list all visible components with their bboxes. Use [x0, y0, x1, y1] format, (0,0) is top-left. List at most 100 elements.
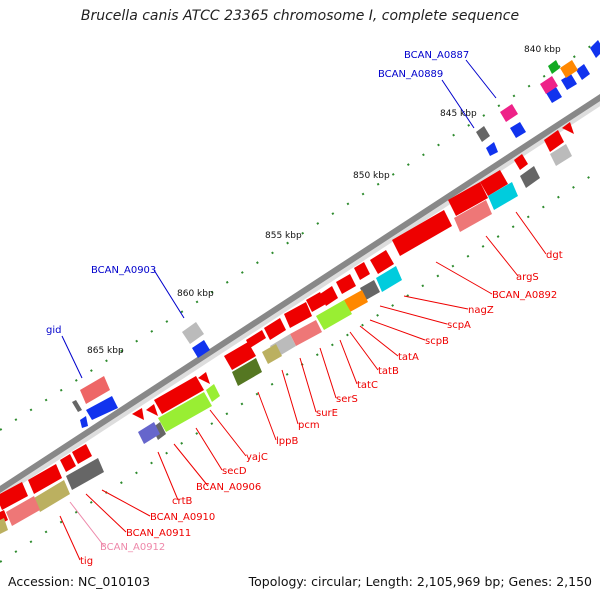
gene-label[interactable]: BCAN_A0892: [492, 290, 557, 301]
gene-label[interactable]: BCAN_A0906: [196, 482, 261, 493]
gene-block[interactable]: [480, 170, 508, 196]
gene-label[interactable]: BCAN_A0889: [378, 69, 443, 80]
gene-arrow[interactable]: [576, 64, 590, 80]
leader-line: [101, 489, 151, 517]
leader-line: [485, 235, 519, 277]
gene-arrow[interactable]: [146, 404, 158, 416]
gene-block[interactable]: [72, 400, 82, 412]
gene-block[interactable]: [476, 126, 490, 142]
gene-arrow[interactable]: [510, 122, 526, 138]
gene-block[interactable]: [336, 274, 356, 294]
backbone-shadow: [0, 96, 600, 499]
gene-label[interactable]: lppB: [276, 436, 298, 447]
gene-arrow[interactable]: [132, 408, 144, 420]
gene-block[interactable]: [0, 482, 28, 510]
leader-line: [59, 515, 81, 561]
gene-block[interactable]: [72, 444, 92, 464]
gene-block[interactable]: [344, 290, 368, 312]
gene-label[interactable]: dgt: [546, 250, 563, 261]
gene-label[interactable]: yajC: [246, 452, 268, 463]
leader-line: [157, 451, 179, 501]
gene-block[interactable]: [60, 454, 76, 472]
gene-block[interactable]: [28, 464, 62, 494]
gene-label[interactable]: BCAN_A0911: [126, 528, 191, 539]
gene-block[interactable]: [284, 302, 312, 328]
gene-arrow[interactable]: [86, 396, 118, 420]
gene-block[interactable]: [158, 392, 212, 432]
gene-label[interactable]: argS: [516, 272, 539, 283]
gene-block[interactable]: [514, 154, 528, 170]
gene-label[interactable]: nagZ: [468, 305, 494, 316]
leader-line: [85, 493, 127, 533]
chromosome-backbone: [0, 93, 600, 494]
gene-arrow[interactable]: [80, 416, 88, 428]
gene-block[interactable]: [500, 104, 518, 122]
gene-label[interactable]: gid: [46, 325, 61, 336]
gene-arrow[interactable]: [561, 74, 577, 90]
gene-block[interactable]: [34, 480, 70, 512]
tick-label: 840 kbp: [524, 45, 561, 55]
gene-block[interactable]: [154, 376, 204, 414]
gene-label[interactable]: BCAN_A0910: [150, 512, 215, 523]
gene-block[interactable]: [232, 358, 262, 386]
gene-label[interactable]: tatB: [378, 366, 399, 377]
gene-block[interactable]: [454, 200, 492, 232]
gene-label[interactable]: tatA: [398, 352, 419, 363]
leader-line: [515, 211, 547, 255]
gene-block[interactable]: [448, 182, 488, 216]
gene-block[interactable]: [376, 266, 402, 292]
gene-block[interactable]: [520, 166, 540, 188]
gene-label[interactable]: tatC: [357, 380, 378, 391]
gene-block[interactable]: [392, 210, 452, 256]
gene-block[interactable]: [182, 322, 204, 344]
gene-block[interactable]: [540, 76, 558, 94]
gene-block[interactable]: [316, 300, 352, 330]
tick-label: 845 kbp: [440, 109, 477, 119]
gene-block[interactable]: [488, 182, 518, 210]
gene-label[interactable]: surE: [316, 408, 338, 419]
gene-block[interactable]: [360, 280, 380, 300]
gene-block[interactable]: [224, 342, 256, 370]
gene-arrow[interactable]: [590, 40, 600, 58]
gene-label[interactable]: crtB: [172, 496, 193, 507]
gene-block[interactable]: [264, 318, 286, 340]
gene-arrow[interactable]: [198, 372, 210, 384]
gene-label[interactable]: BCAN_A0903: [91, 265, 156, 276]
leader-line: [281, 369, 299, 425]
gene-arrow[interactable]: [562, 122, 574, 134]
gene-arrow[interactable]: [486, 142, 498, 156]
gene-block[interactable]: [370, 250, 394, 274]
gene-block[interactable]: [80, 376, 110, 404]
leader-line: [359, 325, 399, 357]
gene-block[interactable]: [550, 144, 572, 166]
gene-block[interactable]: [544, 130, 564, 152]
gene-arrow[interactable]: [192, 340, 210, 358]
leader-line: [339, 339, 358, 385]
gene-block[interactable]: [262, 344, 282, 364]
gene-block[interactable]: [306, 292, 326, 312]
gene-block[interactable]: [246, 330, 266, 348]
gene-label[interactable]: tig: [80, 556, 93, 567]
gene-label[interactable]: pcm: [298, 420, 320, 431]
leader-line: [257, 391, 277, 441]
gene-label[interactable]: BCAN_A0912: [100, 542, 165, 553]
gene-label[interactable]: BCAN_A0887: [404, 50, 469, 61]
gene-label[interactable]: scpA: [447, 320, 471, 331]
gene-block[interactable]: [6, 496, 40, 526]
gene-label[interactable]: scpB: [425, 336, 449, 347]
gene-block[interactable]: [0, 518, 8, 534]
gene-block[interactable]: [66, 458, 104, 490]
gene-block[interactable]: [138, 422, 160, 444]
gene-label[interactable]: serS: [336, 394, 358, 405]
leader-line: [465, 59, 497, 99]
tick-label: 850 kbp: [353, 171, 390, 181]
gene-block[interactable]: [354, 262, 370, 280]
gene-label[interactable]: secD: [222, 466, 247, 477]
leader-line: [403, 295, 469, 310]
gene-block[interactable]: [548, 60, 560, 74]
gene-block[interactable]: [290, 320, 322, 346]
gene-block[interactable]: [206, 384, 220, 402]
leader-line: [379, 305, 448, 325]
gene-block[interactable]: [560, 60, 578, 78]
